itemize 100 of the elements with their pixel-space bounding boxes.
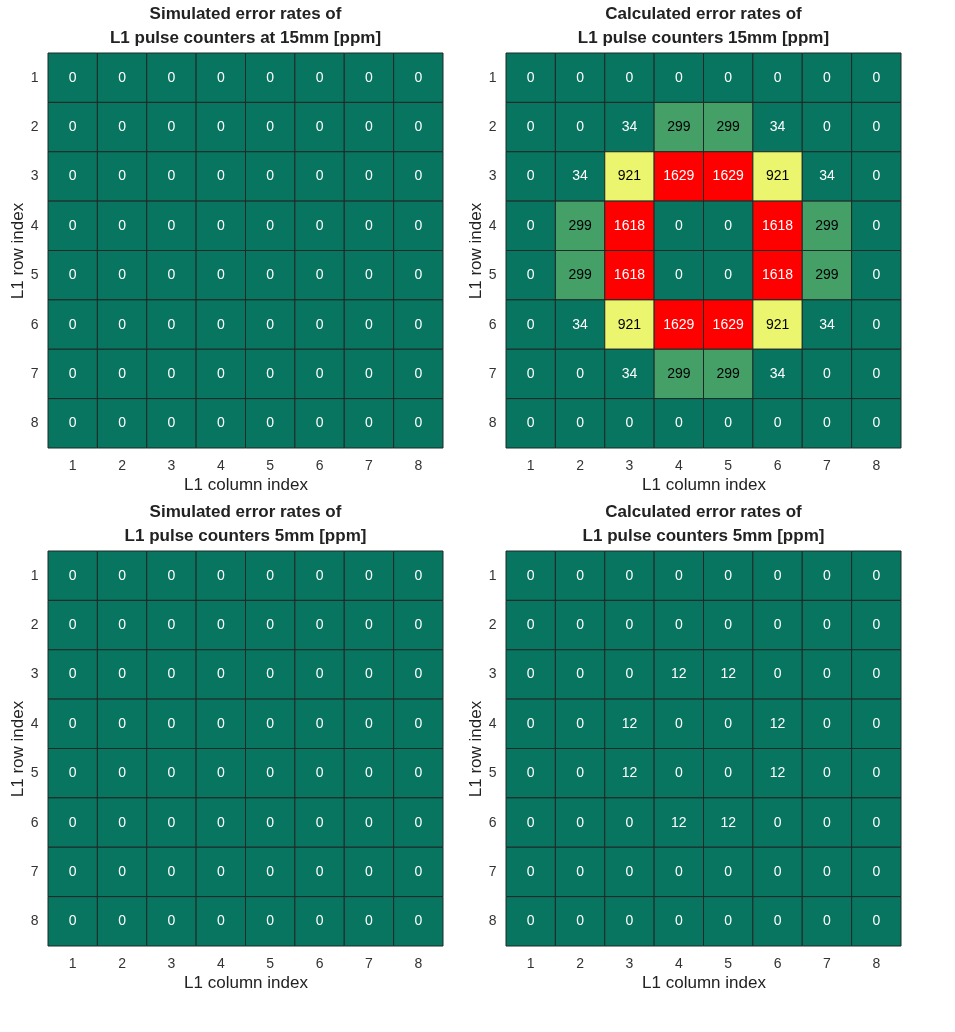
data-label: 0: [823, 665, 832, 682]
y-axis-title: L1 row index: [465, 202, 485, 300]
data-label: 0: [365, 118, 374, 135]
y-tick-label: 4: [30, 714, 39, 731]
data-label: 0: [625, 912, 634, 929]
data-label: 0: [118, 566, 127, 583]
data-label: 0: [414, 665, 423, 682]
data-label: 0: [724, 216, 733, 233]
data-label: 0: [315, 364, 324, 381]
x-tick-label: 8: [872, 456, 881, 473]
x-axis-title: L1 column index: [642, 474, 767, 494]
data-label: 0: [872, 912, 881, 929]
data-label: 0: [266, 813, 275, 830]
x-tick-label: 6: [773, 456, 782, 473]
data-label: 0: [365, 912, 374, 929]
y-tick-label: 8: [488, 414, 497, 431]
data-label: 0: [414, 813, 423, 830]
data-label: 0: [315, 414, 324, 431]
data-label: 0: [118, 813, 127, 830]
x-tick-label: 6: [315, 954, 324, 971]
data-label: 0: [872, 216, 881, 233]
data-label: 0: [674, 566, 683, 583]
data-label: 0: [625, 616, 634, 633]
data-label: 0: [68, 764, 77, 781]
data-label: 0: [872, 364, 881, 381]
data-label: 921: [765, 167, 790, 184]
data-label: 0: [365, 68, 374, 85]
data-label: 0: [526, 118, 535, 135]
x-tick-label: 5: [724, 954, 733, 971]
x-tick-label: 4: [216, 456, 225, 473]
data-label: 0: [167, 315, 176, 332]
data-label: 0: [167, 118, 176, 135]
data-label: 0: [872, 862, 881, 879]
y-tick-label: 6: [30, 315, 39, 332]
data-label: 0: [872, 315, 881, 332]
data-label: 0: [167, 862, 176, 879]
data-label: 0: [118, 862, 127, 879]
x-tick-label: 8: [414, 456, 423, 473]
data-label: 0: [216, 566, 225, 583]
data-label: 0: [216, 216, 225, 233]
data-label: 0: [773, 414, 782, 431]
data-label: 0: [823, 566, 832, 583]
y-tick-label: 6: [488, 315, 497, 332]
data-label: 0: [216, 862, 225, 879]
data-label: 0: [872, 665, 881, 682]
data-label: 0: [118, 616, 127, 633]
x-tick-label: 1: [526, 456, 535, 473]
x-tick-label: 1: [526, 954, 535, 971]
data-label: 0: [68, 813, 77, 830]
data-label: 0: [266, 616, 275, 633]
x-tick-label: 1: [68, 456, 77, 473]
data-label: 0: [365, 665, 374, 682]
data-label: 0: [118, 714, 127, 731]
data-label: 0: [576, 813, 585, 830]
data-label: 0: [118, 315, 127, 332]
data-label: 0: [118, 912, 127, 929]
data-label: 0: [118, 364, 127, 381]
x-tick-label: 6: [315, 456, 324, 473]
chart-title: Calculated error rates of L1 pulse counters 5mm [ppm]: [582, 501, 825, 545]
data-label: 0: [625, 566, 634, 583]
data-label: 0: [823, 764, 832, 781]
x-tick-label: 3: [625, 954, 634, 971]
y-tick-label: 5: [30, 764, 39, 781]
y-tick-label: 1: [30, 566, 39, 583]
data-label: 299: [716, 364, 741, 381]
data-label: 0: [576, 616, 585, 633]
data-label: 0: [216, 315, 225, 332]
data-label: 0: [315, 266, 324, 283]
data-label: 0: [167, 616, 176, 633]
data-label: 0: [68, 566, 77, 583]
y-tick-label: 2: [30, 616, 39, 633]
data-label: 299: [815, 216, 839, 233]
data-label: 0: [365, 862, 374, 879]
data-label: 0: [526, 68, 535, 85]
data-label: 12: [621, 764, 638, 781]
data-label: 0: [68, 616, 77, 633]
data-label: 0: [773, 616, 782, 633]
data-label: 0: [414, 414, 423, 431]
data-label: 0: [414, 714, 423, 731]
data-label: 0: [365, 566, 374, 583]
data-label: 0: [526, 216, 535, 233]
data-label: 0: [167, 167, 176, 184]
data-label: 0: [674, 68, 683, 85]
data-label: 0: [216, 414, 225, 431]
data-label: 0: [526, 912, 535, 929]
data-label: 0: [674, 862, 683, 879]
data-label: 299: [667, 118, 691, 135]
data-label: 0: [576, 862, 585, 879]
data-label: 1629: [663, 167, 695, 184]
data-label: 0: [674, 616, 683, 633]
data-label: 0: [167, 912, 176, 929]
data-label: 0: [266, 665, 275, 682]
data-label: 0: [773, 68, 782, 85]
data-label: 0: [414, 216, 423, 233]
data-label: 0: [266, 414, 275, 431]
data-label: 0: [216, 714, 225, 731]
data-label: 299: [568, 266, 592, 283]
data-label: 0: [414, 167, 423, 184]
data-label: 0: [576, 764, 585, 781]
data-label: 0: [414, 566, 423, 583]
